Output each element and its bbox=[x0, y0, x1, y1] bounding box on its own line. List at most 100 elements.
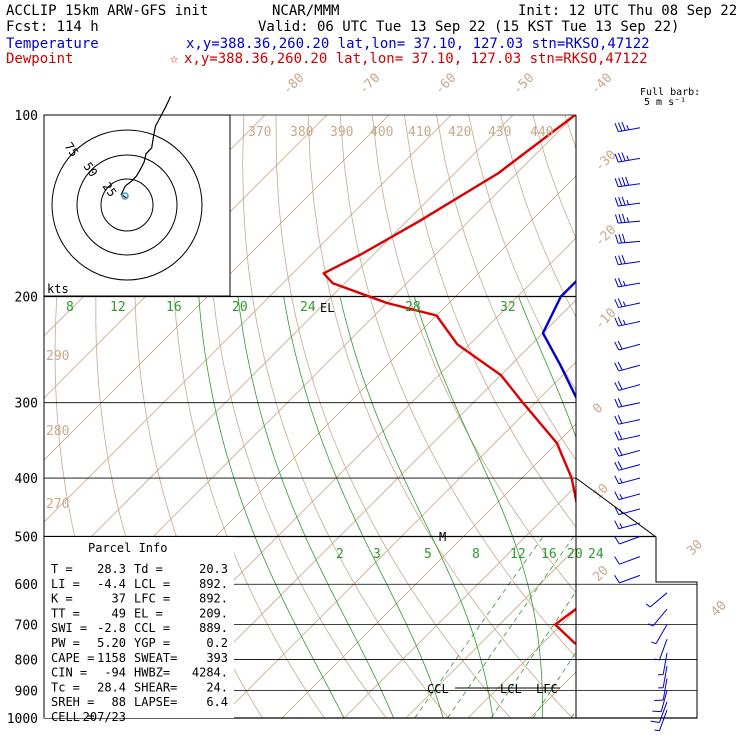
barb-staff bbox=[618, 320, 641, 327]
barb-flag bbox=[614, 447, 620, 457]
parcel-row-left-value: -4.4 bbox=[97, 577, 126, 591]
init-time: Init: 12 UTC Thu 08 Sep 22 bbox=[518, 3, 737, 19]
moist-adiabat bbox=[518, 296, 576, 439]
isotherm-line bbox=[716, 115, 740, 718]
barb-flag bbox=[626, 155, 630, 161]
isotherm-line bbox=[219, 361, 576, 718]
barb-flag bbox=[619, 494, 623, 499]
hodograph-ring-label: 75 bbox=[62, 140, 82, 160]
barb-flag bbox=[618, 234, 623, 244]
isotherm-label: -80 bbox=[280, 71, 307, 98]
wind-barb bbox=[614, 254, 641, 266]
parcel-row-right-label: LAPSE= bbox=[134, 695, 177, 709]
wind-barb bbox=[614, 361, 641, 372]
barb-flag bbox=[650, 720, 660, 723]
parcel-row-right-value: 6.4 bbox=[206, 695, 228, 709]
dry-adiabat bbox=[242, 115, 449, 718]
barb-flag bbox=[614, 520, 620, 529]
forecast-hour: Fcst: 114 h bbox=[6, 19, 99, 35]
mixing-ratio-line bbox=[490, 591, 576, 718]
barb-flag bbox=[625, 176, 630, 186]
wind-barb bbox=[614, 298, 641, 309]
isotherm-label: -20 bbox=[592, 223, 619, 250]
parcel-row-left-label: CELL = bbox=[51, 710, 94, 724]
barb-flag bbox=[614, 299, 619, 308]
barb-staff bbox=[659, 638, 668, 660]
barb-staff bbox=[618, 402, 641, 408]
isotherm-label: 40 bbox=[708, 598, 730, 620]
barb-flag bbox=[614, 536, 620, 545]
lfc-label: LFC bbox=[536, 682, 558, 696]
hodograph-ring bbox=[100, 178, 154, 232]
wind-barb bbox=[615, 213, 641, 224]
wind-barb bbox=[614, 461, 641, 471]
moist-adiabat bbox=[691, 297, 740, 719]
parcel-row-right-value: 209. bbox=[199, 606, 228, 620]
isotherm-label: -70 bbox=[356, 71, 383, 98]
wind-barb bbox=[614, 446, 641, 457]
parcel-row-left-value: 49 bbox=[112, 606, 126, 620]
barb-flag bbox=[619, 478, 623, 484]
barb-staff bbox=[660, 690, 668, 712]
parcel-row-left-label: T = bbox=[51, 562, 73, 576]
barb-staff bbox=[655, 624, 668, 644]
wind-barb bbox=[614, 277, 641, 288]
parcel-row-right-label: EL = bbox=[134, 606, 163, 620]
barb-flag bbox=[618, 214, 623, 223]
isotherm-label: 30 bbox=[684, 537, 706, 559]
wind-barb bbox=[651, 624, 668, 645]
parcel-row-right-label: LCL = bbox=[134, 577, 170, 591]
valid-time: Valid: 06 UTC Tue 13 Sep 22 (15 KST Tue … bbox=[258, 19, 679, 35]
moist-adiabat bbox=[642, 297, 688, 719]
pressure-tick-label: 500 bbox=[15, 530, 38, 545]
parcel-row-left-label: K = bbox=[51, 592, 73, 606]
storm-motion-marker bbox=[121, 192, 129, 200]
wind-barb bbox=[614, 556, 641, 565]
barb-flag bbox=[614, 382, 620, 391]
barb-flag bbox=[617, 415, 623, 424]
barb-staff bbox=[618, 282, 641, 288]
parcel-info-background bbox=[44, 537, 234, 718]
isotherm-line bbox=[157, 299, 576, 718]
barb-flag bbox=[621, 213, 626, 223]
dry-adiabat bbox=[629, 115, 740, 718]
barb-flag bbox=[652, 710, 662, 713]
barb-staff bbox=[618, 419, 641, 425]
parcel-row-right-label: CCL = bbox=[134, 621, 170, 635]
wind-barb bbox=[652, 690, 668, 713]
barb-legend-line1: Full barb: bbox=[640, 87, 700, 98]
parcel-row-right-value: 889. bbox=[199, 621, 228, 635]
barb-flag bbox=[621, 121, 626, 131]
theta-label: 290 bbox=[46, 349, 69, 364]
barb-staff bbox=[618, 434, 641, 441]
parcel-row-right-label: LFC = bbox=[134, 592, 170, 606]
parcel-row-right-value: 24. bbox=[206, 680, 228, 694]
parcel-row-right-label: SWEAT= bbox=[134, 651, 177, 665]
parcel-row-left-label: CAPE = bbox=[51, 651, 94, 665]
temperature-legend: Temperature bbox=[6, 36, 99, 52]
dry-adiabat bbox=[725, 115, 740, 718]
barb-flag bbox=[614, 574, 620, 584]
barb-staff bbox=[618, 343, 641, 351]
barb-staff bbox=[618, 183, 641, 188]
barb-flag bbox=[614, 362, 620, 372]
parcel-row-left-label: TT = bbox=[51, 606, 80, 620]
parcel-row-right-value: 393 bbox=[206, 651, 228, 665]
hodograph-units: kts bbox=[47, 282, 69, 296]
barb-flag bbox=[621, 254, 626, 264]
barb-staff bbox=[618, 522, 641, 530]
barb-flag bbox=[614, 415, 619, 425]
barb-flag bbox=[617, 122, 623, 132]
dewpoint-location: x,y=388.36,260.20 lat,lon= 37.10, 127.03… bbox=[184, 51, 648, 67]
parcel-info-rows: T = 28.3 Td = 20.3 LI = -4.4 LCL = 892. K = 37 LFC… bbox=[51, 562, 228, 724]
temperature-location: x,y=388.36,260.20 lat,lon= 37.10, 127.03… bbox=[186, 36, 650, 52]
parcel-row-left-label: Tc = bbox=[51, 680, 80, 694]
wind-barb bbox=[650, 701, 668, 723]
barb-flag bbox=[617, 340, 623, 350]
barb-flag bbox=[621, 177, 626, 186]
theta-label: 430 bbox=[488, 125, 511, 140]
center-title: NCAR/MMM bbox=[272, 3, 339, 19]
